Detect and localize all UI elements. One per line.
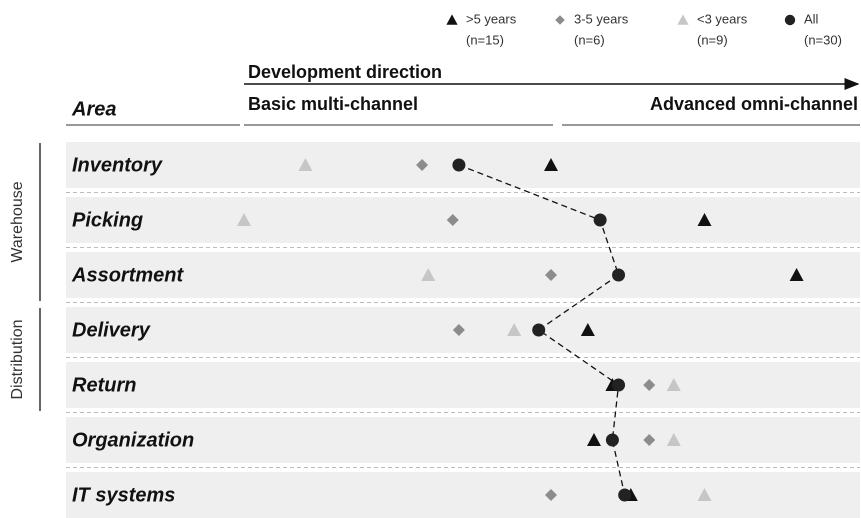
legend-label: All <box>804 11 819 26</box>
data-point <box>421 268 436 281</box>
x-start-label: Basic multi-channel <box>248 94 418 114</box>
data-point <box>416 159 429 171</box>
data-point <box>666 433 681 446</box>
data-point <box>544 158 558 171</box>
group-label: Warehouse <box>9 181 26 262</box>
data-point <box>545 269 557 281</box>
legend-marker <box>446 14 458 25</box>
legend-label: 3-5 years <box>574 11 629 26</box>
x-axis-label: Development direction <box>248 62 442 82</box>
data-point <box>446 214 459 226</box>
data-point <box>532 323 546 337</box>
row-band <box>66 197 860 243</box>
data-point <box>545 489 557 501</box>
category-label: Inventory <box>72 154 163 176</box>
data-point <box>618 488 632 502</box>
category-label: Assortment <box>71 264 184 286</box>
data-point <box>298 158 313 171</box>
row-band <box>66 472 860 518</box>
row-band <box>66 252 860 298</box>
category-label: Delivery <box>72 319 151 341</box>
data-point <box>697 488 712 501</box>
category-label: Return <box>72 374 136 396</box>
data-point <box>580 323 595 336</box>
legend-n: (n=6) <box>574 32 605 47</box>
legend-marker <box>677 14 689 25</box>
data-point <box>789 268 804 281</box>
data-point <box>612 268 626 282</box>
data-point <box>612 378 626 392</box>
data-point <box>666 378 681 391</box>
data-point <box>452 158 466 172</box>
group-label: Distribution <box>9 319 26 399</box>
data-point <box>593 213 607 227</box>
row-band <box>66 417 860 463</box>
y-axis-label: Area <box>71 98 116 120</box>
data-point <box>507 323 522 336</box>
data-point <box>697 213 712 226</box>
data-point <box>643 434 656 446</box>
row-band <box>66 362 860 408</box>
data-point <box>586 433 601 446</box>
data-point <box>237 213 251 226</box>
legend-marker <box>555 15 565 25</box>
category-label: Organization <box>72 429 194 451</box>
data-point <box>605 433 619 447</box>
legend-label: <3 years <box>697 11 748 26</box>
x-end-label: Advanced omni-channel <box>650 94 858 114</box>
legend-n: (n=15) <box>466 32 504 47</box>
data-point <box>452 324 465 336</box>
legend-n: (n=30) <box>804 32 842 47</box>
category-label: Picking <box>72 209 143 231</box>
legend-n: (n=9) <box>697 32 728 47</box>
legend-marker <box>784 14 796 26</box>
data-point <box>643 379 656 391</box>
category-label: IT systems <box>72 484 175 506</box>
legend-label: >5 years <box>466 11 517 26</box>
